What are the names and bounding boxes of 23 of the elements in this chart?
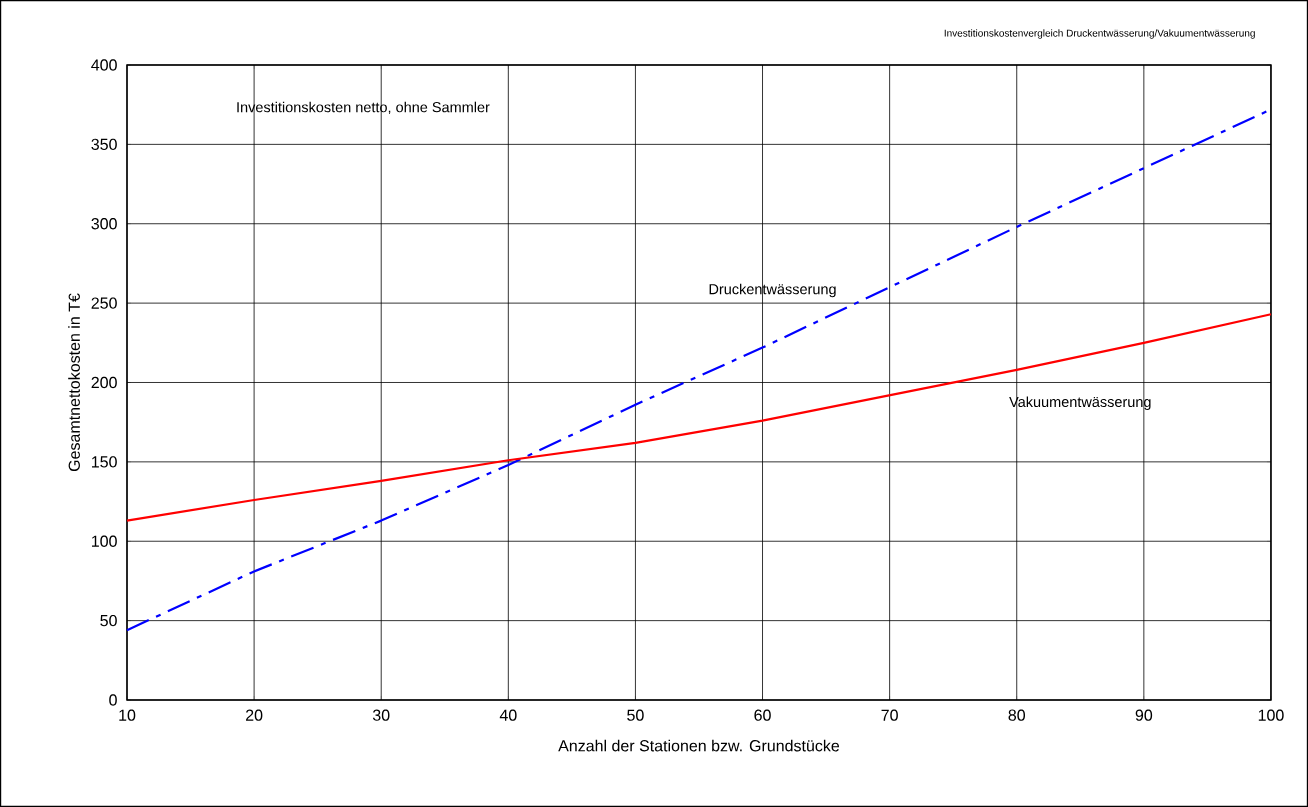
y-tick-label: 350 [91, 138, 117, 151]
x-tick-label: 60 [754, 709, 771, 721]
x-tick-label: 70 [881, 709, 898, 721]
x-tick-label: 90 [1135, 709, 1153, 721]
y-tick-label: 0 [109, 694, 117, 706]
y-tick-label: 100 [92, 535, 117, 547]
x-axis-title: Anzahl der Stationen bzw. Grundstücke [558, 739, 840, 752]
x-tick-label: 10 [119, 709, 136, 721]
y-tick-label: 200 [91, 376, 117, 389]
chart-title: Investitionskostenvergleich Druckentwässerung/Vakuumentwässerung [944, 29, 1255, 39]
x-tick-label: 100 [1258, 709, 1284, 721]
y-tick-label: 400 [91, 59, 117, 71]
y-tick-label: 50 [100, 614, 117, 627]
x-tick-label: 30 [372, 709, 390, 721]
x-tick-label: 50 [627, 709, 644, 721]
y-tick-label: 250 [91, 297, 117, 309]
y-axis-title: Gesamtnettokosten in T€ [68, 293, 80, 472]
y-tick-label: 150 [92, 456, 117, 468]
x-tick-label: 80 [1008, 709, 1026, 721]
line-series [125, 313, 1273, 522]
x-tick-label: 40 [499, 709, 517, 721]
y-tick-label: 300 [91, 218, 117, 230]
x-tick-label: 20 [246, 709, 263, 721]
